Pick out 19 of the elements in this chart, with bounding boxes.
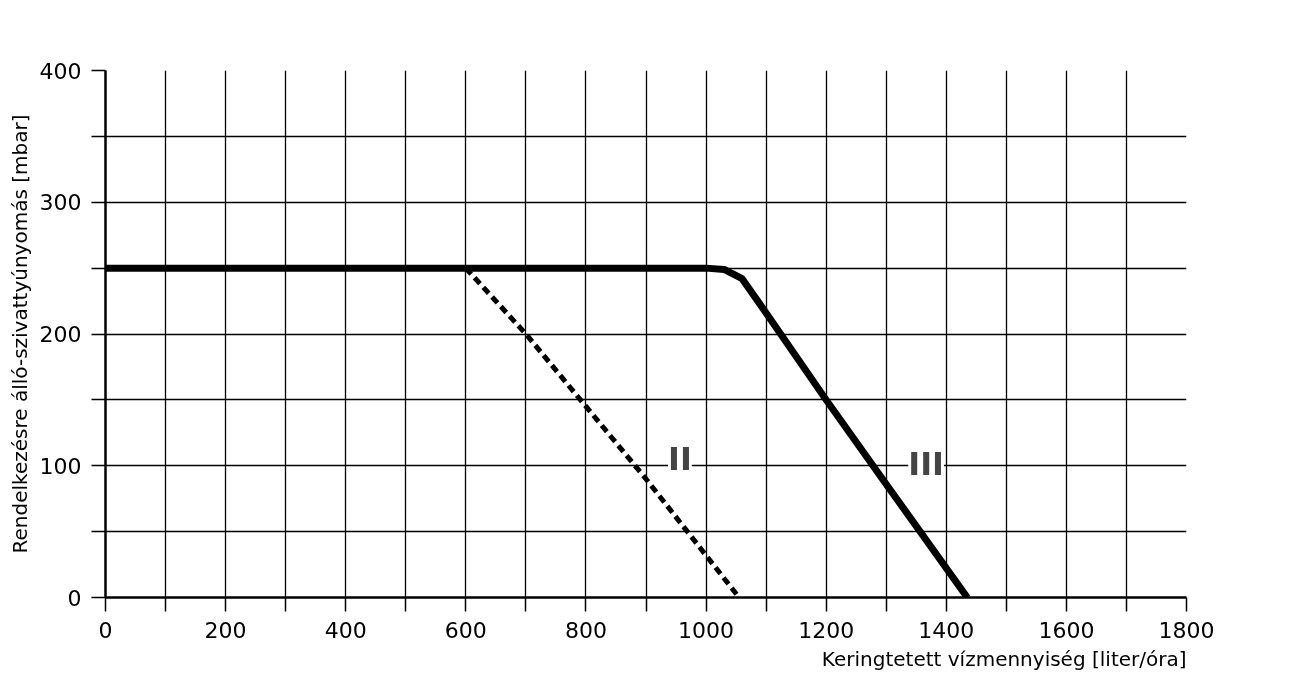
x-tick-label: 1000 [678,617,735,643]
series-label: II [668,439,692,478]
x-tick-label: 0 [98,617,113,643]
y-axis-title: Rendelkezésre álló-szivattyúnyomás [mbar] [7,114,32,554]
x-tick-label: 1400 [918,617,975,643]
x-axis-title: Keringtetett vízmennyiség [liter/óra] [821,646,1187,671]
x-tick-label: 800 [564,617,607,643]
y-tick-label: 0 [67,585,82,611]
series-label: III [908,445,944,484]
x-tick-label: 400 [324,617,367,643]
x-tick-label: 1600 [1038,617,1095,643]
x-tick-label: 1200 [798,617,855,643]
x-tick-label: 600 [444,617,487,643]
y-tick-label: 100 [39,453,82,479]
y-tick-label: 400 [39,58,82,84]
x-tick-label: 200 [204,617,247,643]
y-tick-label: 300 [39,190,82,216]
y-tick-label: 200 [39,322,82,347]
x-tick-label: 1800 [1158,617,1215,643]
